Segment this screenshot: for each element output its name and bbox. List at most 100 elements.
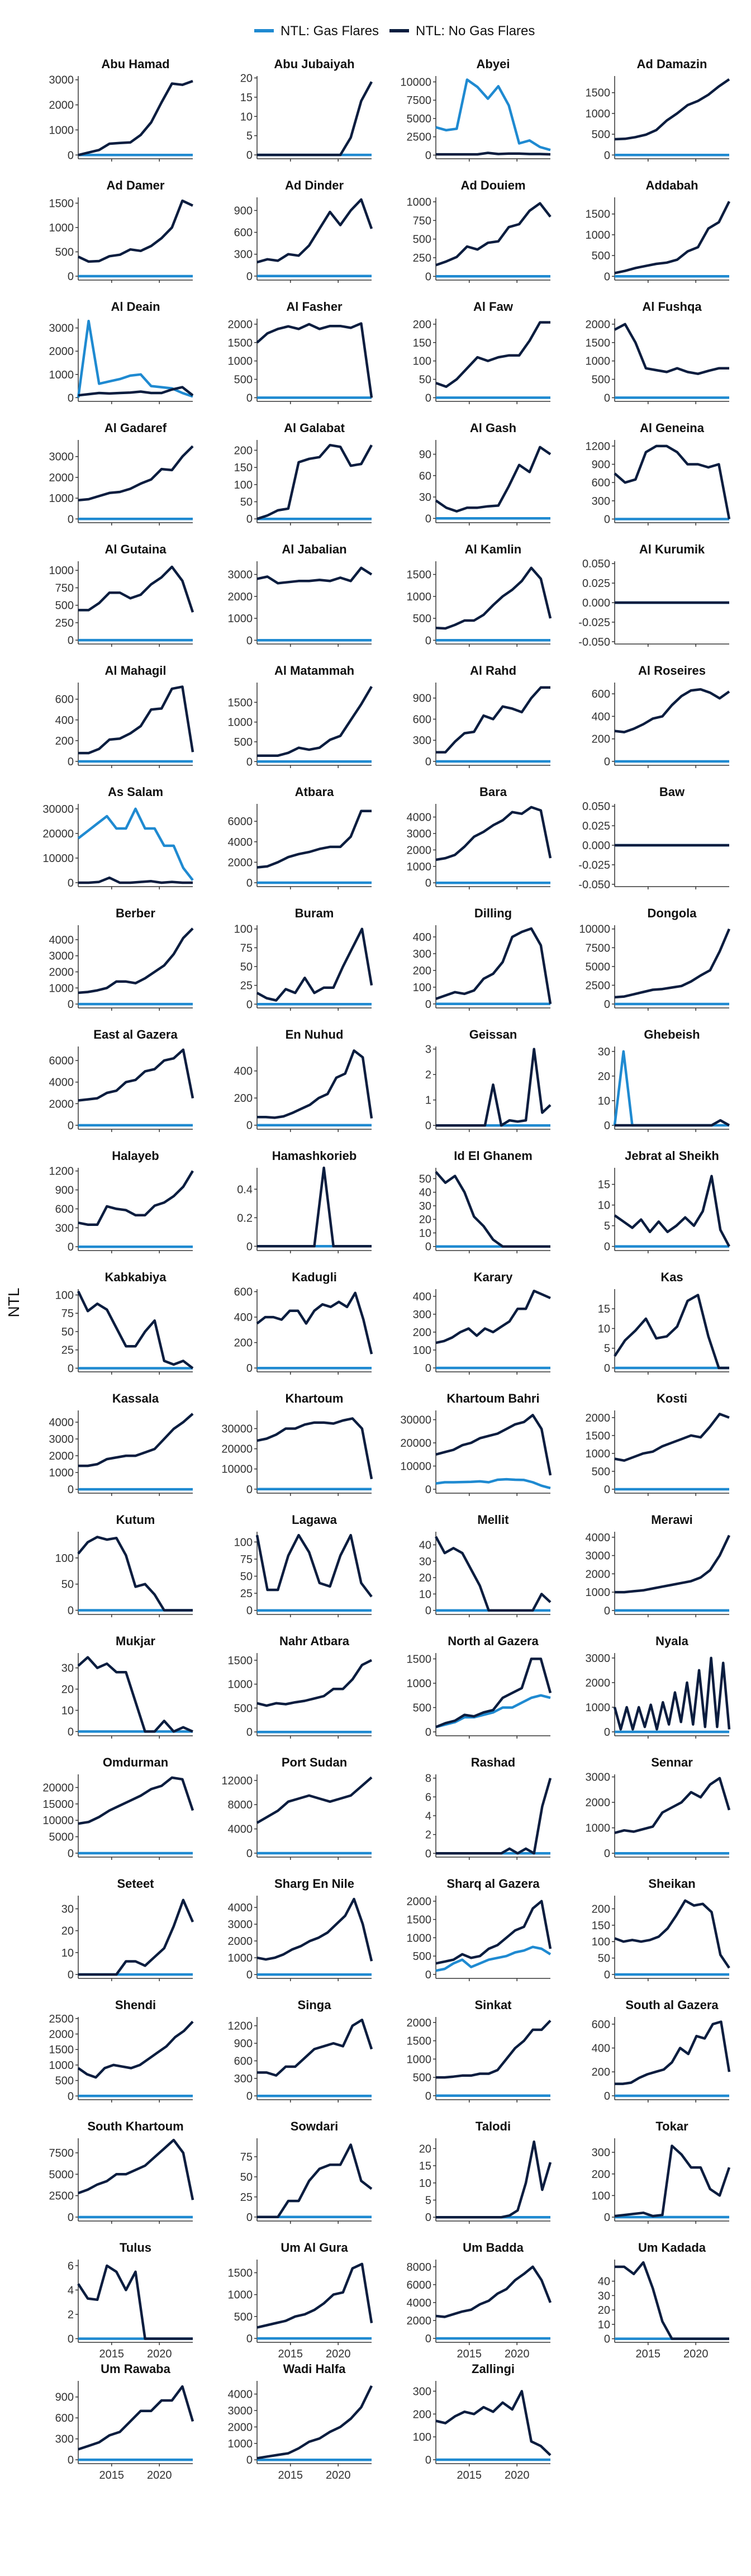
panel-en-nuhud: En Nuhud 0 200 400 (234, 1027, 373, 1132)
y-tick-label: 1000 (49, 493, 74, 505)
series-line-no-gas-flares (435, 446, 552, 513)
y-tick-label: 30000 (400, 1414, 431, 1427)
y-tick-label: 40 (419, 1539, 431, 1551)
panel-title: Seteet (117, 1877, 154, 1891)
series-line-no-gas-flares (614, 1413, 730, 1462)
series-line-no-gas-flares (78, 1170, 194, 1226)
y-tick-label: 1200 (586, 441, 611, 453)
panel-khartoum: Khartoum 0 10000 20000 30000 (221, 1391, 373, 1496)
y-tick-label: 150 (234, 462, 253, 474)
y-tick-label: 4000 (228, 2389, 253, 2401)
y-tick-label: 1000 (586, 1448, 611, 1460)
series-line-no-gas-flares (256, 2262, 373, 2329)
x-tick-label: 2020 (147, 2469, 172, 2482)
y-tick-label: 1000 (49, 124, 74, 136)
y-tick-label: 3000 (407, 828, 432, 840)
series-line-no-gas-flares (435, 2265, 552, 2318)
y-tick-label: 2000 (49, 345, 74, 358)
panel-mellit: Mellit 0 10 20 30 40 (419, 1513, 552, 1617)
y-tick-label: 0 (68, 2333, 74, 2345)
panel-abu-hamad: Abu Hamad 0 1000 2000 3000 (49, 57, 193, 162)
panel-title: Um Kadada (638, 2241, 706, 2255)
y-tick-label: 1000 (228, 2289, 253, 2302)
series-line-no-gas-flares (256, 2385, 373, 2460)
panel-title: Kadugli (292, 1270, 337, 1284)
panel-title: Um Badda (463, 2241, 524, 2255)
y-tick-label: 2000 (49, 2028, 74, 2040)
series-line-gas-flares (77, 319, 193, 398)
y-tick-label: 50 (240, 2171, 253, 2184)
panel-mukjar: Mukjar 0 10 20 30 (61, 1634, 193, 1739)
y-tick-label: 10 (598, 1323, 610, 1335)
y-tick-label: 10000 (400, 76, 431, 88)
y-tick-label: 75 (240, 1554, 253, 1566)
y-tick-label: 10000 (42, 1815, 74, 1827)
x-tick-label: 2015 (457, 2469, 482, 2482)
series-line-no-gas-flares (78, 927, 194, 995)
y-tick-label: 500 (413, 2072, 431, 2084)
y-tick-label: 2000 (586, 1797, 611, 1809)
y-tick-label: 20 (598, 1071, 610, 1083)
y-tick-label: 3000 (49, 74, 74, 87)
y-tick-label: 0.050 (582, 558, 610, 570)
y-tick-label: 2000 (586, 1568, 611, 1580)
series-line-no-gas-flares (614, 323, 729, 375)
y-axis-label: NTL (5, 1288, 22, 1318)
series-line-no-gas-flares (77, 1536, 193, 1612)
x-tick-label: 2020 (505, 2469, 530, 2482)
y-tick-label: 0 (425, 1969, 431, 1981)
series-line-no-gas-flares (615, 2020, 731, 2085)
legend: NTL: Gas Flares NTL: No Gas Flares (254, 23, 535, 39)
panel-title: Hamashkorieb (272, 1149, 357, 1163)
panel-al-gutaina: Al Gutaina 0 250 500 750 1000 (49, 542, 194, 647)
panel-baw: Baw -0.050 -0.025 0.000 0.025 0.050 (578, 785, 729, 891)
y-tick-label: 4 (425, 1810, 431, 1822)
panel-jebrat-al-sheikh: Jebrat al Sheikh 0 5 10 15 (598, 1149, 730, 1253)
y-tick-label: 0.4 (237, 1183, 253, 1196)
y-tick-label: 2500 (49, 2013, 74, 2025)
y-tick-label: 0 (246, 877, 253, 889)
panel-title: Al Matammah (274, 664, 354, 678)
y-tick-label: 0 (425, 877, 431, 889)
y-tick-label: 600 (413, 713, 431, 726)
y-tick-label: 1000 (586, 229, 611, 242)
panel-title: As Salam (108, 785, 163, 799)
series-line-no-gas-flares (614, 78, 730, 141)
y-tick-label: 6 (425, 1791, 431, 1803)
y-tick-label: 0 (425, 1120, 431, 1132)
series-line-no-gas-flares (77, 1290, 194, 1370)
y-tick-label: 200 (234, 1337, 253, 1349)
y-tick-label: 2000 (228, 319, 253, 331)
panel-berber: Berber 0 1000 2000 3000 4000 (49, 906, 194, 1011)
x-tick-label: 2020 (326, 2348, 351, 2360)
y-tick-label: 900 (234, 2038, 253, 2050)
panel-al-rahd: Al Rahd 0 300 600 900 (413, 664, 550, 768)
y-tick-label: 6000 (49, 1055, 74, 1067)
y-tick-label: 5 (425, 2195, 431, 2207)
y-tick-label: 500 (592, 374, 610, 386)
panel-al-geneina: Al Geneina 0 300 600 900 1200 (586, 421, 731, 525)
y-tick-label: 3000 (228, 2405, 253, 2417)
y-tick-label: 4000 (49, 1417, 74, 1429)
y-tick-label: 1000 (407, 2053, 432, 2066)
y-tick-label: 0 (425, 149, 431, 162)
panel-title: Baw (659, 785, 685, 799)
panel-bara: Bara 0 1000 2000 3000 4000 (407, 785, 552, 889)
y-tick-label: 0 (68, 1726, 74, 1738)
panel-title: Abu Jubaiyah (274, 57, 354, 71)
y-tick-label: 0.050 (582, 801, 610, 813)
series-line-no-gas-flares (77, 2020, 194, 2079)
panel-title: Al Faw (473, 300, 514, 314)
x-tick-label: 2015 (278, 2469, 303, 2482)
y-tick-label: 900 (592, 459, 610, 471)
y-tick-label: 900 (55, 1185, 74, 1197)
series-line-no-gas-flares (436, 2019, 552, 2079)
series-line-no-gas-flares (78, 1048, 194, 1102)
y-tick-label: 50 (61, 1579, 74, 1591)
y-tick-label: 300 (413, 735, 431, 747)
panel-title: Nahr Atbara (279, 1634, 350, 1648)
y-tick-label: 0 (604, 271, 610, 283)
series-line-no-gas-flares (435, 1171, 550, 1248)
y-tick-label: 300 (55, 2433, 74, 2446)
y-tick-label: 1500 (228, 697, 253, 709)
